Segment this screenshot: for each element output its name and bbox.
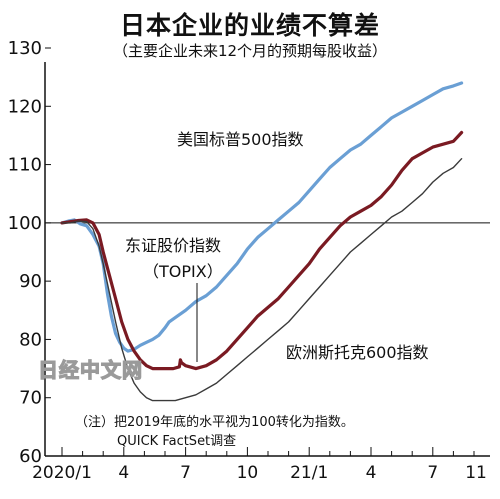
watermark: 日经中文网	[38, 358, 143, 382]
chart-title: 日本企业的业绩不算差	[119, 11, 380, 40]
chart-subtitle: （主要企业未来12个月的预期每股收益）	[112, 42, 388, 60]
series-line-1	[60, 81, 464, 353]
x-tick-label: 10	[237, 463, 259, 483]
sp500-label: 美国标普500指数	[177, 130, 304, 149]
y-tick-label: 70	[19, 388, 42, 409]
stoxx-label: 欧洲斯托克600指数	[286, 343, 429, 362]
y-tick-label: 130	[8, 38, 42, 59]
y-tick-label: 110	[8, 155, 42, 176]
series-line-3	[61, 158, 463, 402]
y-tick-label: 120	[8, 96, 42, 117]
x-tick-label: 4	[366, 463, 377, 483]
y-tick-label: 90	[19, 271, 42, 292]
x-tick-label: 11	[465, 463, 487, 483]
x-tick-label: 2020/1	[32, 463, 92, 483]
footnote: （注）把2019年底的水平视为100转化为指数。	[75, 414, 354, 430]
x-tick-label: 7	[427, 463, 438, 483]
topix-label: 东证股价指数	[125, 236, 221, 255]
x-tick-label: 4	[118, 463, 129, 483]
y-tick-label: 100	[8, 213, 42, 234]
topix-label-sub: （TOPIX）	[143, 262, 223, 281]
source-note: QUICK FactSet调查	[117, 434, 236, 449]
series-line-2	[60, 130, 464, 371]
x-tick-label: 21/1	[290, 463, 328, 483]
y-tick-label: 60	[19, 446, 42, 467]
x-tick-label: 7	[180, 463, 191, 483]
y-tick-label: 80	[19, 329, 42, 350]
